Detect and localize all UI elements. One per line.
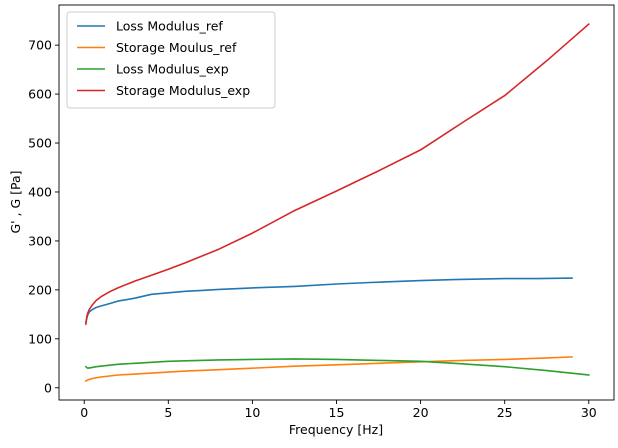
series-line-3 [84,358,590,376]
legend-label: Loss Modulus_exp [116,62,229,77]
series-lines [84,22,590,382]
y-tick-label: 200 [28,282,52,297]
series-line-1 [84,277,573,323]
legend-label: Storage Moulus_ref [116,40,237,55]
x-tick-label: 25 [497,405,513,420]
y-tick-label: 600 [28,87,52,102]
y-tick-label: 100 [28,331,52,346]
legend-box [66,11,276,109]
y-tick-label: 0 [44,380,52,395]
legend-label: Loss Modulus_ref [116,19,223,34]
y-tick-label: 500 [28,136,52,151]
x-tick-label: 10 [244,405,260,420]
legend: Loss Modulus_ref Storage Moulus_ref Loss M… [66,11,276,109]
legend-label: Storage Modulus_exp [116,83,250,98]
x-axis-ticks: 0 5 10 15 20 25 30 [80,400,597,420]
x-tick-label: 30 [581,405,597,420]
y-tick-label: 400 [28,184,52,199]
x-axis-label: Frequency [Hz] [289,422,383,437]
x-tick-label: 15 [329,405,345,420]
series-line-2 [84,356,573,382]
x-tick-label: 20 [413,405,429,420]
series-line-4 [85,22,590,325]
y-axis-label: G' , G [Pa] [8,170,23,233]
x-tick-label: 5 [164,405,172,420]
y-tick-label: 700 [28,38,52,53]
x-tick-label: 0 [80,405,88,420]
y-axis-ticks: 0 100 200 300 400 500 600 700 [28,38,59,395]
y-tick-label: 300 [28,233,52,248]
